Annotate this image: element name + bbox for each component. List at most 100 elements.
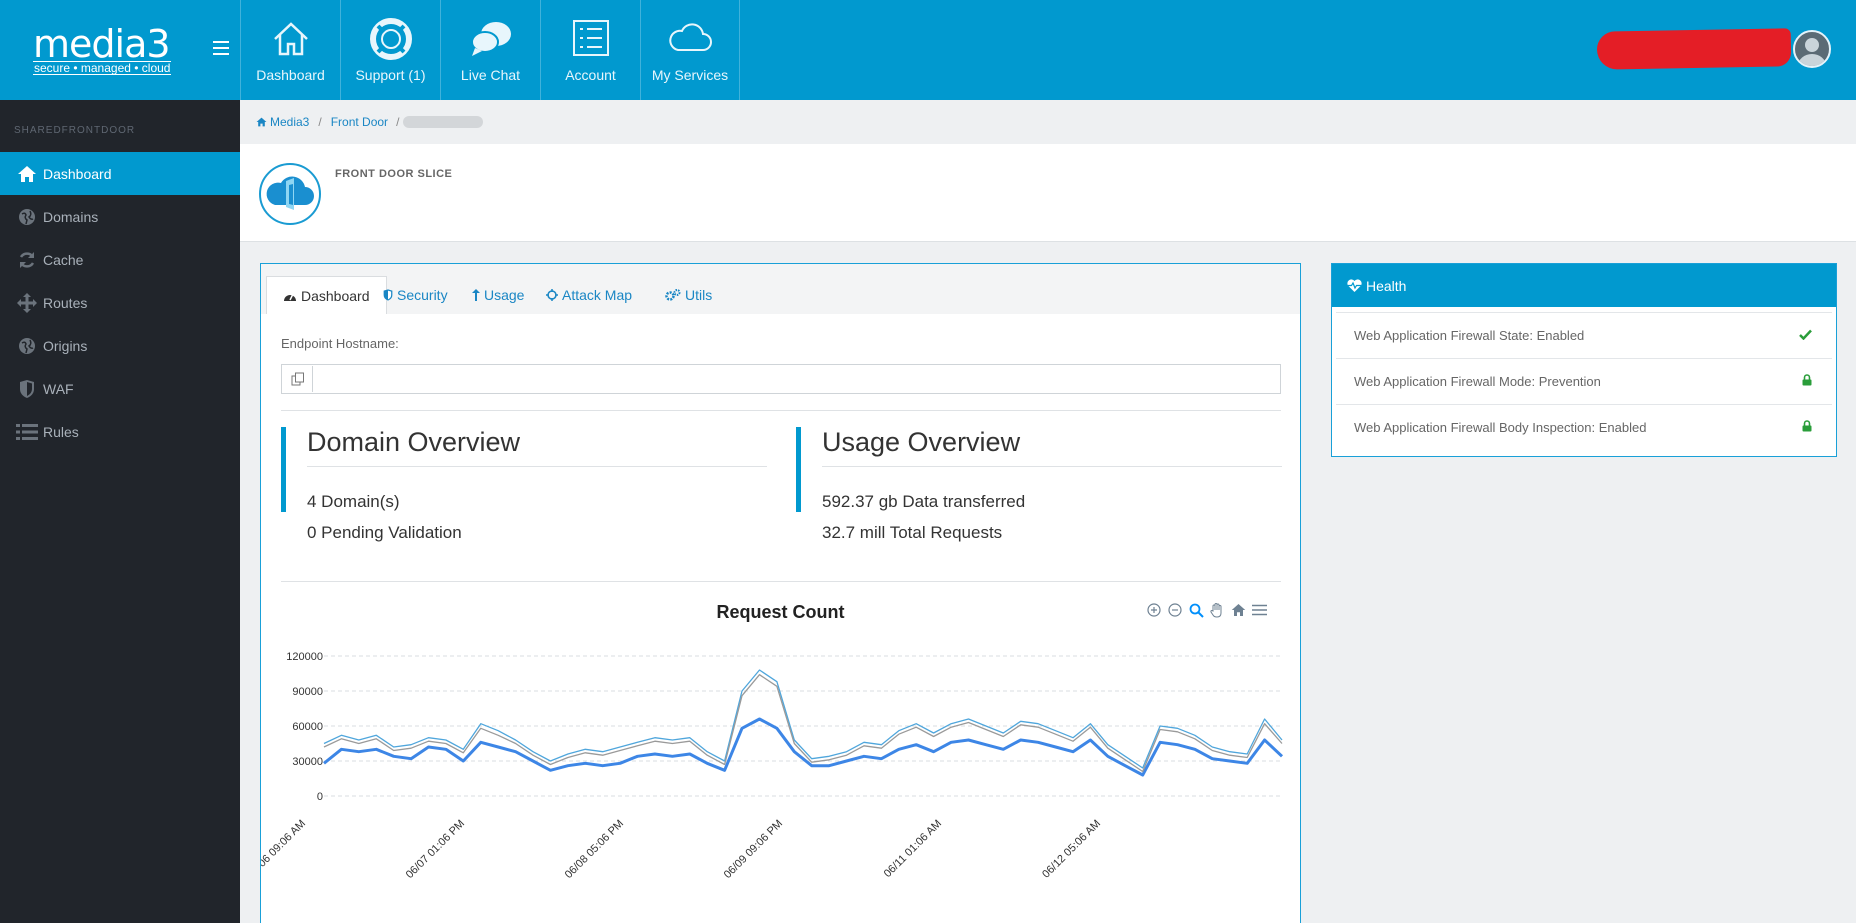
tab-label: Usage <box>484 287 525 303</box>
divider <box>281 410 1281 411</box>
y-tick-label: 90000 <box>292 686 323 698</box>
nav-label: Support (1) <box>355 67 426 83</box>
breadcrumb-separator: / <box>396 115 400 129</box>
tab-dashboard[interactable]: Dashboard <box>266 276 387 314</box>
divider <box>281 581 1281 582</box>
nav-support[interactable]: Support (1) <box>340 0 440 100</box>
series-line <box>323 669 1283 769</box>
home-icon <box>241 18 340 58</box>
breadcrumb-home-link[interactable]: Media3 <box>270 115 310 129</box>
tab-label: Attack Map <box>562 287 633 303</box>
endpoint-hostname-label: Endpoint Hostname: <box>281 336 399 351</box>
sidebar-item-waf[interactable]: WAF <box>0 367 240 410</box>
tab-utils[interactable]: Utils <box>649 276 728 314</box>
copy-icon[interactable] <box>283 366 313 392</box>
front-door-logo <box>259 163 321 225</box>
brand-name: media3 <box>33 22 171 66</box>
health-panel: Health Web Application Firewall State: E… <box>1331 263 1837 457</box>
health-title: Health <box>1366 277 1407 294</box>
breadcrumb: Media3 / Front Door / <box>240 100 1856 144</box>
usage-overview: Usage Overview 592.37 gb Data transferre… <box>796 427 1282 542</box>
nav-label: Account <box>565 67 616 83</box>
tab-label: Utils <box>685 287 713 303</box>
lock-icon <box>1802 420 1812 435</box>
sidebar-item-routes[interactable]: Routes <box>0 281 240 324</box>
tab-bar: Dashboard Security Usage Attack Map Util… <box>261 264 1300 314</box>
dashboard-icon <box>283 290 297 302</box>
sidebar-item-label: Rules <box>43 423 79 440</box>
sidebar-item-label: Routes <box>43 294 88 311</box>
x-tick-label: 06/06 09:06 AM <box>261 818 308 881</box>
domain-overview: Domain Overview 4 Domain(s) 0 Pending Va… <box>281 427 767 542</box>
domain-count: 4 Domain(s) <box>307 492 400 511</box>
nav-dashboard[interactable]: Dashboard <box>240 0 340 100</box>
health-header: Health <box>1332 264 1836 307</box>
health-row-label: Web Application Firewall State: Enabled <box>1354 328 1585 343</box>
tab-security[interactable]: Security <box>367 276 464 314</box>
sidebar-item-cache[interactable]: Cache <box>0 238 240 281</box>
page-title: FRONT DOOR SLICE <box>335 168 453 180</box>
zoom-select-icon[interactable] <box>1187 601 1205 619</box>
series-line <box>323 674 1283 773</box>
sidebar-item-dashboard[interactable]: Dashboard <box>0 152 240 195</box>
health-row-waf-state: Web Application Firewall State: Enabled <box>1336 312 1832 358</box>
shield-icon <box>383 289 393 301</box>
pending-validation: 0 Pending Validation <box>307 523 462 542</box>
tab-usage[interactable]: Usage <box>456 276 540 314</box>
arrows-icon <box>14 292 40 314</box>
breadcrumb-section-link[interactable]: Front Door <box>330 115 389 129</box>
pan-icon[interactable] <box>1208 601 1226 619</box>
brand-logo[interactable]: media3 secure • managed • cloud <box>0 0 240 100</box>
username-redacted[interactable] <box>1596 28 1792 70</box>
chart-menu-icon[interactable] <box>1250 601 1268 619</box>
nav-label: Live Chat <box>460 67 521 83</box>
globe-icon <box>14 206 40 228</box>
endpoint-hostname-field[interactable] <box>281 364 1281 394</box>
x-tick-label: 06/11 01:06 AM <box>882 818 944 880</box>
health-row-waf-body-inspection: Web Application Firewall Body Inspection… <box>1336 404 1832 450</box>
zoom-in-icon[interactable] <box>1145 601 1163 619</box>
nav-my-services[interactable]: My Services <box>640 0 740 100</box>
sidebar-item-label: Dashboard <box>43 165 112 182</box>
lock-icon <box>1802 374 1812 389</box>
zoom-out-icon[interactable] <box>1166 601 1184 619</box>
health-row-label: Web Application Firewall Mode: Preventio… <box>1354 374 1601 389</box>
upload-icon <box>472 289 480 301</box>
globe-icon <box>14 335 40 357</box>
divider <box>822 466 1282 467</box>
domain-overview-title: Domain Overview <box>307 427 521 457</box>
heartbeat-icon <box>1347 279 1362 292</box>
sidebar-item-domains[interactable]: Domains <box>0 195 240 238</box>
user-avatar[interactable] <box>1793 30 1831 68</box>
crosshair-icon <box>546 289 558 301</box>
divider <box>307 466 767 467</box>
lifebuoy-icon <box>341 18 440 60</box>
nav-label: Dashboard <box>256 67 325 83</box>
y-tick-label: 30000 <box>292 756 323 768</box>
sidebar-item-label: Domains <box>43 208 99 225</box>
y-tick-label: 0 <box>317 791 323 803</box>
total-requests: 32.7 mill Total Requests <box>822 523 1003 542</box>
reset-home-icon[interactable] <box>1229 601 1247 619</box>
menu-toggle-icon[interactable] <box>213 41 229 55</box>
page-header: FRONT DOOR SLICE <box>240 144 1856 242</box>
tab-attack-map[interactable]: Attack Map <box>530 276 648 314</box>
sidebar-item-origins[interactable]: Origins <box>0 324 240 367</box>
health-row-waf-mode: Web Application Firewall Mode: Preventio… <box>1336 358 1832 404</box>
top-navbar: media3 secure • managed • cloud Dashboar… <box>0 0 1856 100</box>
usage-overview-title: Usage Overview <box>822 427 1021 457</box>
x-tick-label: 06/09 09:06 PM <box>722 818 785 881</box>
shield-icon <box>14 378 40 400</box>
list-icon <box>14 421 40 443</box>
nav-live-chat[interactable]: Live Chat <box>440 0 540 100</box>
nav-account[interactable]: Account <box>540 0 640 100</box>
sidebar-item-rules[interactable]: Rules <box>0 410 240 453</box>
tab-label: Dashboard <box>301 287 370 304</box>
request-count-chart: 0 30000 60000 90000 120000 06/06 09:06 AM 06/0… <box>261 651 1284 881</box>
health-row-label: Web Application Firewall Body Inspection… <box>1354 420 1647 435</box>
x-tick-label: 06/12 05:06 AM <box>1040 818 1103 881</box>
check-icon <box>1799 328 1812 343</box>
sidebar-item-label: Origins <box>43 337 88 354</box>
sidebar-heading: SHAREDFRONTDOOR <box>14 125 136 136</box>
list-icon <box>541 18 640 58</box>
